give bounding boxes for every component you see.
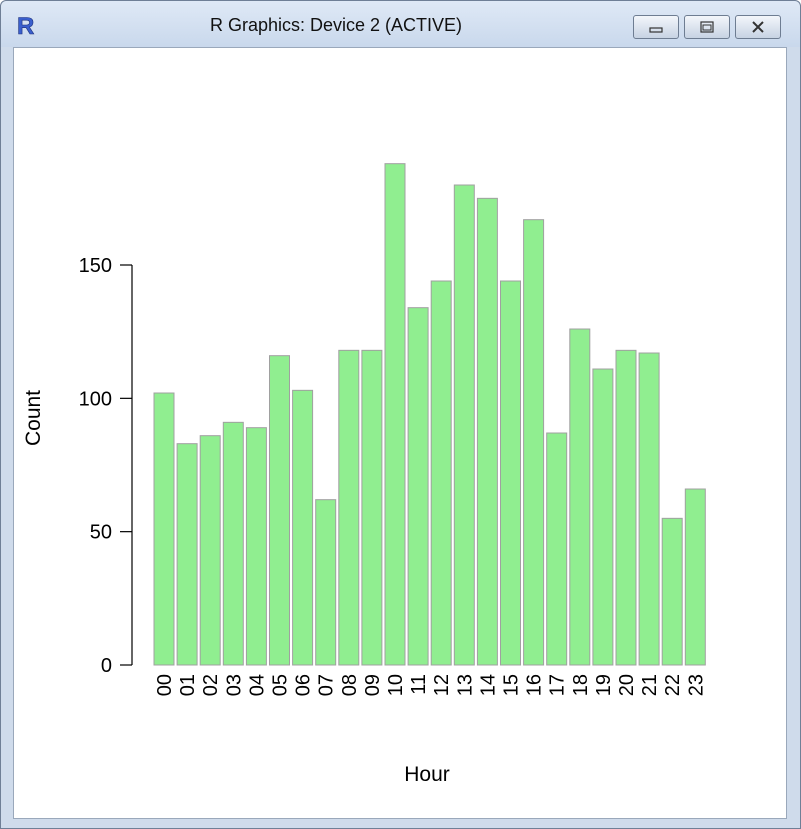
- window-title: R Graphics: Device 2 (ACTIVE): [209, 15, 463, 35]
- bar-05: [269, 355, 290, 666]
- x-tick-label-14: 14: [477, 674, 499, 696]
- y-tick-label-100: 100: [79, 388, 112, 410]
- x-tick-label-07: 07: [316, 674, 338, 696]
- bar-06: [292, 389, 314, 666]
- y-tick-label-50: 50: [90, 522, 112, 544]
- bar-12: [430, 280, 452, 666]
- bar-18: [569, 328, 591, 666]
- r-logo-icon: R: [17, 13, 35, 37]
- x-tick-label-11: 11: [408, 674, 430, 695]
- title-bar[interactable]: R R Graphics: Device 2 (ACTIVE): [1, 1, 800, 47]
- x-tick-label-20: 20: [616, 674, 638, 696]
- bar-16: [523, 219, 545, 666]
- x-tick-label-00: 00: [154, 674, 176, 696]
- restore-icon: [700, 21, 714, 33]
- close-button[interactable]: [735, 15, 781, 39]
- bar-07: [315, 499, 337, 666]
- minimize-icon: [649, 27, 663, 33]
- x-tick-label-12: 12: [431, 674, 453, 696]
- bar-23: [684, 488, 706, 666]
- bar-09: [361, 349, 383, 666]
- y-tick-label-0: 0: [101, 655, 112, 677]
- y-tick-label-150: 150: [79, 255, 112, 277]
- bar-10: [384, 163, 406, 666]
- bar-13: [453, 184, 475, 666]
- x-tick-label-15: 15: [501, 674, 523, 696]
- bar-08: [338, 349, 360, 666]
- bar-17: [546, 432, 568, 666]
- bar-00: [153, 392, 175, 666]
- bar-02: [199, 435, 221, 666]
- y-axis-label: Count: [22, 390, 45, 446]
- x-tick-label-08: 08: [339, 674, 361, 696]
- x-tick-label-10: 10: [385, 674, 407, 696]
- plot-canvas: 0 50 100 150 00 01 02 03 04 05 06 07 08 09 10 11 12 13 14 1…: [13, 47, 787, 819]
- x-tick-label-01: 01: [177, 674, 199, 696]
- x-axis-label: Hour: [404, 763, 450, 786]
- x-tick-label-03: 03: [223, 674, 245, 696]
- bar-20: [615, 349, 637, 666]
- x-tick-label-18: 18: [570, 674, 592, 696]
- x-tick-label-19: 19: [593, 674, 615, 696]
- bar-04: [245, 427, 267, 666]
- x-tick-label-09: 09: [362, 674, 384, 696]
- bar-14: [476, 197, 498, 666]
- x-tick-label-02: 02: [200, 674, 222, 696]
- x-tick-label-06: 06: [293, 674, 315, 696]
- x-tick-label-04: 04: [246, 674, 268, 696]
- restore-button[interactable]: [684, 15, 730, 39]
- x-tick-label-13: 13: [454, 674, 476, 696]
- x-tick-label-21: 21: [639, 674, 661, 696]
- bar-11: [407, 307, 429, 666]
- svg-text:R: R: [17, 13, 34, 37]
- minimize-button[interactable]: [633, 15, 679, 39]
- bar-01: [176, 443, 198, 666]
- bar-15: [500, 280, 521, 666]
- bar-19: [592, 368, 614, 666]
- bar-03: [222, 421, 244, 666]
- x-tick-label-17: 17: [547, 674, 569, 696]
- bar-22: [661, 517, 683, 666]
- x-tick-label-23: 23: [685, 674, 707, 696]
- x-tick-label-22: 22: [662, 674, 684, 696]
- x-tick-label-05: 05: [270, 674, 292, 696]
- bar-21: [638, 352, 660, 666]
- x-tick-label-16: 16: [524, 674, 546, 696]
- close-icon: [752, 21, 764, 33]
